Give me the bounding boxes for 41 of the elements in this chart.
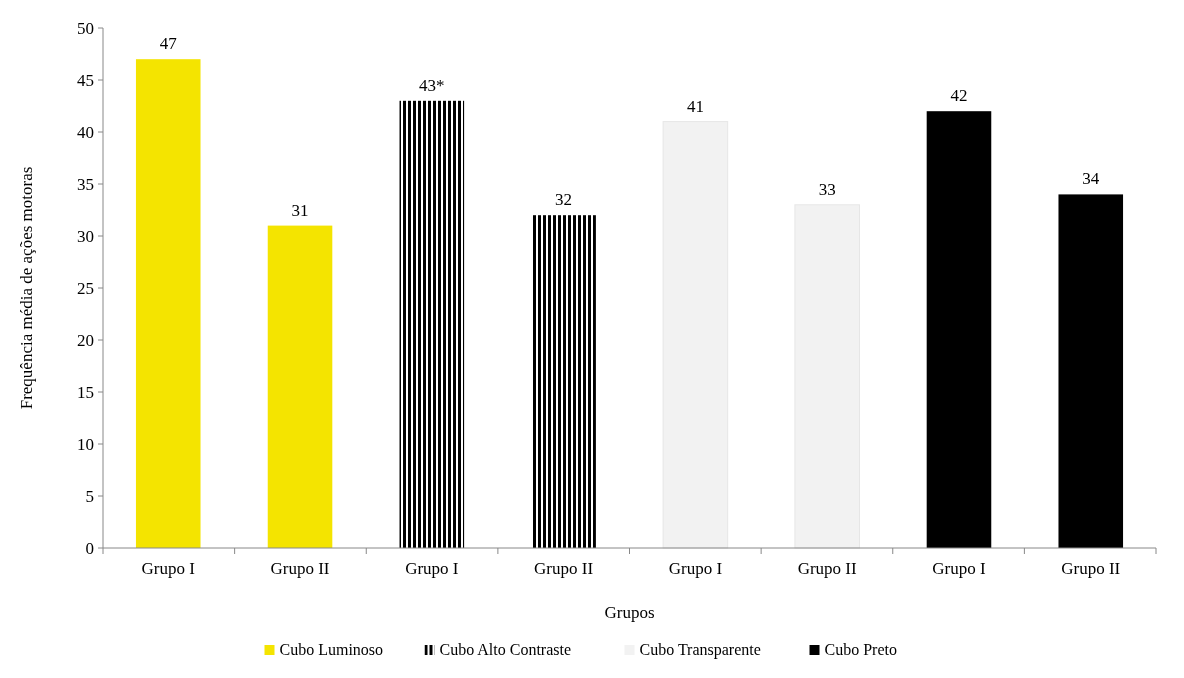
bar bbox=[531, 215, 596, 548]
y-tick-label: 0 bbox=[85, 538, 94, 558]
y-tick-label: 25 bbox=[77, 278, 94, 298]
y-tick-label: 30 bbox=[77, 226, 94, 246]
legend-label: Cubo Alto Contraste bbox=[439, 641, 572, 658]
y-tick-label: 40 bbox=[77, 122, 94, 142]
data-label: 31 bbox=[291, 200, 309, 220]
data-label: 47 bbox=[159, 34, 178, 54]
x-tick-label: Grupo II bbox=[534, 559, 594, 578]
bar bbox=[1058, 194, 1124, 548]
bar bbox=[267, 225, 333, 548]
x-tick-label: Grupo I bbox=[668, 559, 723, 578]
x-tick-label: Grupo I bbox=[141, 559, 196, 578]
y-tick-label: 5 bbox=[85, 486, 94, 506]
bar bbox=[662, 121, 729, 549]
data-label: 34 bbox=[1082, 169, 1100, 189]
x-tick-label: Grupo I bbox=[405, 559, 459, 578]
data-label: 33 bbox=[818, 179, 836, 199]
y-tick-label: 45 bbox=[77, 70, 94, 90]
data-label: 32 bbox=[555, 190, 573, 210]
bar bbox=[926, 111, 992, 548]
legend-label: Cubo Preto bbox=[824, 641, 897, 658]
x-tick-label: Grupo II bbox=[1061, 559, 1121, 578]
legend-label: Cubo Luminoso bbox=[279, 641, 384, 658]
x-axis-title: Grupos bbox=[604, 603, 655, 622]
y-tick-label: 50 bbox=[77, 18, 94, 38]
data-label: 42 bbox=[950, 86, 968, 106]
y-tick-label: 10 bbox=[77, 434, 94, 454]
y-tick-label: 15 bbox=[77, 382, 94, 402]
data-label: 41 bbox=[686, 96, 704, 116]
y-axis-title: Frequência média de ações motoras bbox=[17, 166, 36, 410]
x-tick-label: Grupo I bbox=[932, 559, 986, 578]
legend-label: Cubo Transparente bbox=[639, 641, 761, 659]
data-label: 43* bbox=[419, 75, 445, 95]
bar bbox=[794, 204, 860, 549]
x-tick-label: Grupo II bbox=[797, 559, 858, 578]
x-tick-label: Grupo II bbox=[270, 559, 330, 578]
bar bbox=[399, 100, 465, 548]
y-tick-label: 35 bbox=[77, 174, 94, 194]
y-tick-label: 20 bbox=[77, 330, 94, 350]
bar bbox=[135, 59, 201, 548]
